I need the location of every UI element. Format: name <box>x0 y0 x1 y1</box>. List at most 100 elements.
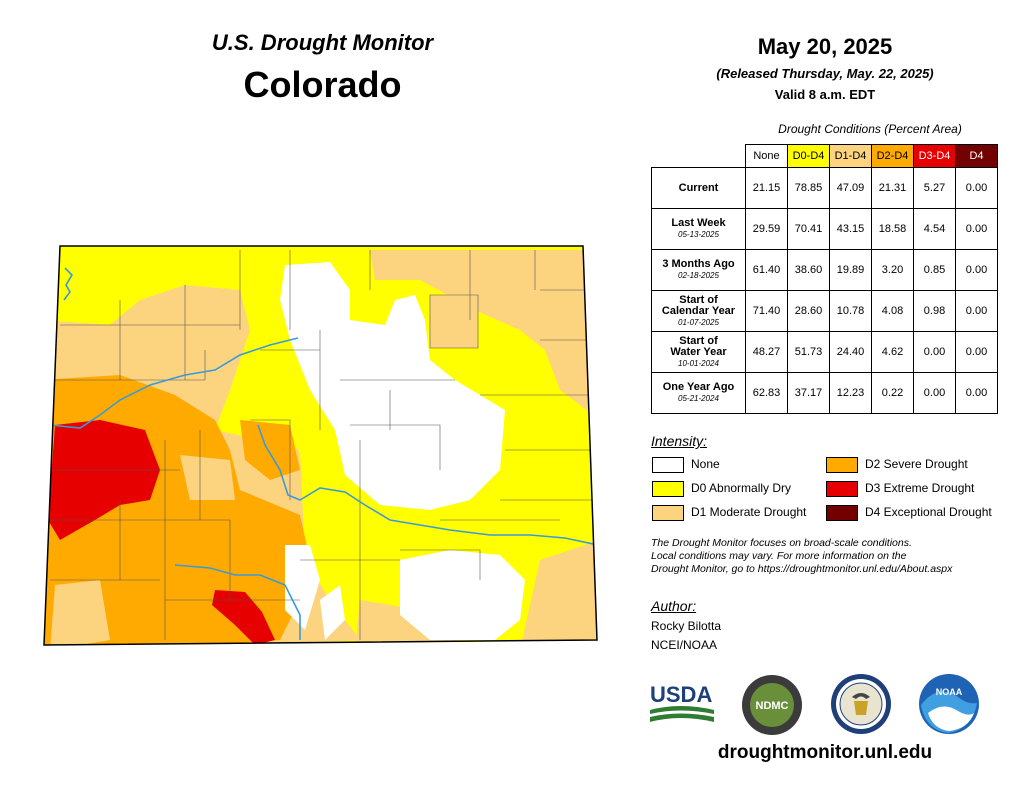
value-cell: 62.83 <box>745 372 788 414</box>
value-cell: 0.00 <box>955 290 998 332</box>
value-cell: 0.00 <box>913 331 956 373</box>
state-title: Colorado <box>243 64 402 105</box>
value-cell: 0.00 <box>955 208 998 250</box>
legend-swatch-d4 <box>826 505 858 521</box>
disclaimer-note: The Drought Monitor focuses on broad-sca… <box>651 537 1011 576</box>
d3-region <box>48 420 160 540</box>
value-cell: 24.40 <box>829 331 872 373</box>
value-cell: 0.00 <box>955 331 998 373</box>
value-cell: 0.00 <box>955 167 998 209</box>
value-cell: 18.58 <box>871 208 914 250</box>
author-org: NCEI/NOAA <box>651 638 718 652</box>
legend-swatch-d1 <box>652 505 684 521</box>
author-name: Rocky Bilotta <box>651 619 722 633</box>
legend-swatch-d3 <box>826 481 858 497</box>
value-cell: 0.85 <box>913 249 956 291</box>
row-label: Start of Water Year 10-01-2024 <box>651 331 746 373</box>
river <box>63 267 74 301</box>
noaa-logo: NOAA <box>919 674 979 734</box>
col-header-d1-d4: D1-D4 <box>829 144 872 168</box>
ndmc-logo: NDMC <box>742 675 802 735</box>
legend-swatch-d2 <box>826 457 858 473</box>
value-cell: 28.60 <box>787 290 830 332</box>
d1-region <box>180 455 235 500</box>
legend-label-d1: D1 Moderate Drought <box>691 505 807 519</box>
row-date: 05-21-2024 <box>678 394 719 403</box>
none-region <box>280 262 505 510</box>
col-header-d2-d4: D2-D4 <box>871 144 914 168</box>
row-label: Last Week 05-13-2025 <box>651 208 746 250</box>
none-region <box>320 585 345 640</box>
value-cell: 0.00 <box>955 372 998 414</box>
value-cell: 4.54 <box>913 208 956 250</box>
value-cell: 37.17 <box>787 372 830 414</box>
legend-label-none: None <box>691 457 720 471</box>
value-cell: 5.27 <box>913 167 956 209</box>
river <box>174 564 301 640</box>
value-cell: 43.15 <box>829 208 872 250</box>
svg-text:NOAA: NOAA <box>936 687 963 697</box>
value-cell: 21.31 <box>871 167 914 209</box>
river <box>257 424 597 546</box>
row-date: 10-01-2024 <box>678 358 719 368</box>
value-cell: 21.15 <box>745 167 788 209</box>
legend-label-d0: D0 Abnormally Dry <box>691 481 792 495</box>
value-cell: 0.00 <box>955 249 998 291</box>
legend-label-d3: D3 Extreme Drought <box>865 481 975 495</box>
legend-swatch-none <box>652 457 684 473</box>
row-label: Current <box>651 167 746 209</box>
value-cell: 70.41 <box>787 208 830 250</box>
author-heading: Author: <box>651 598 697 614</box>
legend-title: Intensity: <box>651 433 708 449</box>
value-cell: 61.40 <box>745 249 788 291</box>
table-row-current: Current 21.15 78.85 47.09 21.31 5.27 0.0… <box>651 167 998 209</box>
d3-region <box>212 590 275 645</box>
value-cell: 47.09 <box>829 167 872 209</box>
table-row-one-year-ago: One Year Ago 05-21-2024 62.83 37.17 12.23… <box>651 372 998 414</box>
note-line: The Drought Monitor focuses on broad-sca… <box>651 537 912 549</box>
col-header-d3-d4: D3-D4 <box>913 144 956 168</box>
row-label: 3 Months Ago 02-18-2025 <box>651 249 746 291</box>
col-header-none: None <box>745 144 788 168</box>
legend-swatch-d0 <box>652 481 684 497</box>
title-line1: U.S. Drought Monitor <box>211 30 434 55</box>
map-date: May 20, 2025 <box>757 34 893 59</box>
table-row-3-months-ago: 3 Months Ago 02-18-2025 61.40 38.60 19.89… <box>651 249 998 291</box>
value-cell: 10.78 <box>829 290 872 332</box>
row-label: One Year Ago 05-21-2024 <box>651 372 746 414</box>
svg-text:NDMC: NDMC <box>756 700 789 712</box>
river <box>49 337 299 429</box>
svg-text:USDA: USDA <box>650 682 712 707</box>
col-header-d0-d4: D0-D4 <box>787 144 830 168</box>
d1-region <box>50 580 110 645</box>
legend-label-d4: D4 Exceptional Drought <box>865 505 992 519</box>
footer-url[interactable]: droughtmonitor.unl.edu <box>717 742 933 763</box>
d2-region <box>240 420 300 480</box>
colorado-drought-map <box>43 245 598 646</box>
value-cell: 19.89 <box>829 249 872 291</box>
none-region <box>285 545 320 630</box>
note-line: Drought Monitor, go to https://droughtmo… <box>651 563 953 575</box>
value-cell: 0.22 <box>871 372 914 414</box>
d1-region <box>520 540 597 645</box>
usda-logo: USDA <box>650 682 714 722</box>
d1-region <box>430 295 478 348</box>
release-date: (Released Thursday, May. 22, 2025) <box>716 66 934 81</box>
col-header-d4: D4 <box>955 144 998 168</box>
d1-region <box>370 250 597 420</box>
commerce-seal-logo <box>831 674 891 734</box>
value-cell: 4.62 <box>871 331 914 373</box>
legend-label-d2: D2 Severe Drought <box>865 457 968 471</box>
value-cell: 0.98 <box>913 290 956 332</box>
value-cell: 78.85 <box>787 167 830 209</box>
value-cell: 4.08 <box>871 290 914 332</box>
row-date: 01-07-2025 <box>678 317 719 327</box>
row-date: 02-18-2025 <box>678 271 719 280</box>
table-row-start-water-year: Start of Water Year 10-01-2024 48.27 51.73… <box>651 331 998 373</box>
value-cell: 29.59 <box>745 208 788 250</box>
value-cell: 38.60 <box>787 249 830 291</box>
row-date: 05-13-2025 <box>678 230 719 239</box>
drought-conditions-table: None D0-D4 D1-D4 D2-D4 D3-D4 D4 Current … <box>651 144 998 414</box>
value-cell: 71.40 <box>745 290 788 332</box>
table-row-last-week: Last Week 05-13-2025 29.59 70.41 43.15 18… <box>651 208 998 250</box>
